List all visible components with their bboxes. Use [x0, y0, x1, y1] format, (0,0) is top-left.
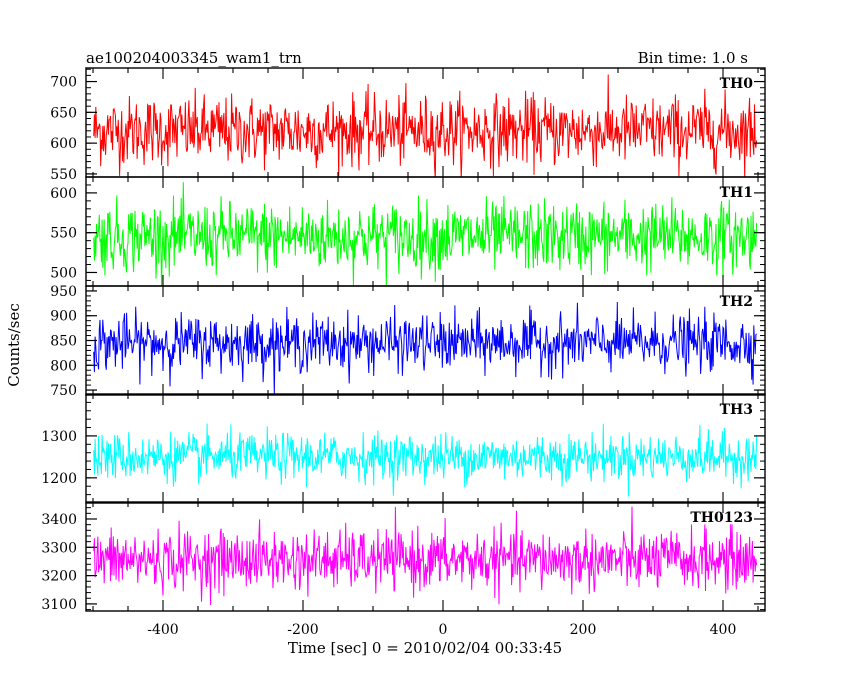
y-axis-label: Counts/sec: [5, 303, 23, 387]
panels: 550 600 650 700 TH0 500 550 600 TH1 750 800 850 900 9…: [41, 67, 766, 638]
x-tick-label: 200: [570, 622, 597, 638]
y-tick-label: 600: [50, 186, 77, 202]
y-tick-label: 550: [50, 167, 77, 183]
panel-label-th1: TH1: [720, 185, 753, 201]
y-tick-label: 700: [50, 75, 77, 91]
panel-th0: 550 600 650 700 TH0: [50, 67, 766, 183]
y-tick-label: 3100: [41, 597, 77, 613]
panel-th2: 750 800 850 900 950 TH2: [50, 284, 766, 399]
y-tick-label: 1200: [41, 471, 77, 487]
y-tick-label: 750: [50, 383, 77, 399]
x-tick-label: -400: [147, 622, 178, 638]
y-tick-label: 600: [50, 136, 77, 152]
y-tick-label: 500: [50, 265, 77, 281]
series-line-th3: [93, 423, 758, 497]
series-line-th0123: [93, 506, 758, 605]
panel-th3: 1200 1300 TH3: [41, 393, 766, 504]
x-tick-label: 0: [439, 622, 448, 638]
series-line-th0: [93, 74, 758, 177]
y-tick-label: 950: [50, 284, 77, 300]
panel-th0123: 3100 3200 3300 3400 TH0123: [41, 501, 766, 613]
panel-th1: 500 550 600 TH1: [50, 176, 766, 287]
panel-label-th3: TH3: [720, 402, 753, 418]
y-tick-label: 550: [50, 226, 77, 242]
chart-subtitle: Bin time: 1.0 s: [638, 49, 748, 67]
y-tick-label: 3400: [41, 512, 77, 528]
series-line-th1: [93, 182, 758, 286]
x-tick-label: -200: [287, 622, 318, 638]
y-tick-label: 3300: [41, 540, 77, 556]
x-tick-label: 400: [710, 622, 737, 638]
chart-title: ae100204003345_wam1_trn: [86, 49, 302, 67]
panel-label-th0: TH0: [720, 76, 754, 92]
panel-frame: [85, 501, 766, 612]
y-tick-label: 1300: [41, 429, 77, 445]
y-tick-label: 650: [50, 105, 77, 121]
series-line-th2: [93, 301, 758, 395]
panel-frame: [85, 393, 766, 504]
panel-label-th2: TH2: [720, 294, 753, 310]
y-tick-label: 3200: [41, 569, 77, 585]
y-tick-label: 850: [50, 334, 77, 350]
y-tick-label: 800: [50, 358, 77, 374]
panel-label-th0123: TH0123: [690, 510, 753, 526]
y-tick-label: 900: [50, 309, 77, 325]
x-axis-label: Time [sec] 0 = 2010/02/04 00:33:45: [288, 639, 562, 657]
